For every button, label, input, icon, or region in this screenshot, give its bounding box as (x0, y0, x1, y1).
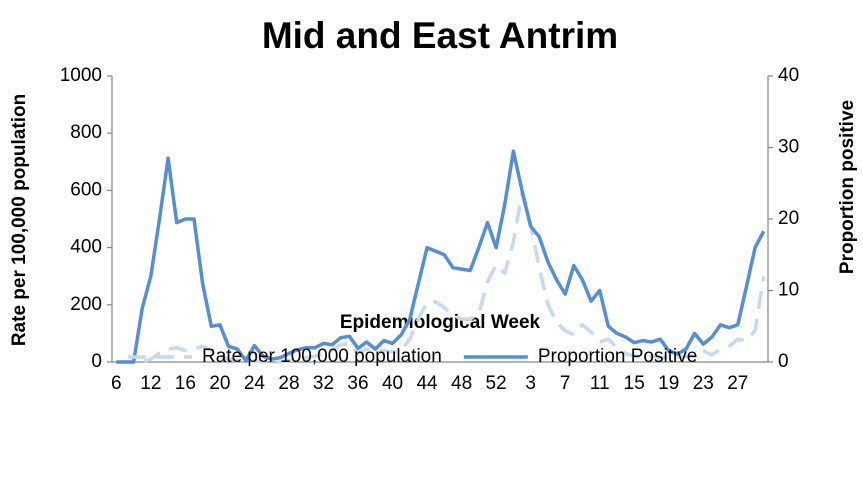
x-tick-label: 11 (590, 373, 610, 394)
x-tick-label: 3 (525, 373, 536, 394)
y-tick-label: 600 (70, 179, 102, 200)
x-tick-label: 12 (140, 373, 161, 394)
x-tick-label: 40 (382, 373, 403, 394)
y2-tick-label: 40 (778, 65, 799, 86)
y2-tick-label: 10 (778, 280, 799, 301)
x-tick-label: 36 (347, 373, 368, 394)
y-tick-label: 0 (91, 351, 102, 372)
chart-title: Mid and East Antrim (262, 15, 618, 56)
y2-axis-title: Proportion positive (837, 100, 858, 274)
x-tick-label: 28 (278, 373, 299, 394)
series-line (116, 191, 766, 364)
x-axis-title: Epidemiological Week (340, 312, 541, 333)
x-tick-label: 6 (111, 373, 122, 394)
x-tick-label: 32 (313, 373, 334, 394)
legend-label: Rate per 100,000 population (202, 346, 442, 367)
y-tick-label: 800 (70, 122, 102, 143)
x-tick-label: 19 (658, 373, 679, 394)
y2-tick-label: 0 (778, 351, 789, 372)
x-tick-label: 44 (416, 373, 438, 394)
x-tick-label: 48 (451, 373, 472, 394)
x-tick-label: 52 (486, 373, 507, 394)
legend-label: Proportion Positive (538, 346, 697, 367)
x-tick-label: 20 (209, 373, 230, 394)
y-tick-label: 400 (70, 237, 102, 258)
x-tick-label: 7 (560, 373, 571, 394)
y2-tick-label: 30 (778, 137, 799, 158)
y-axis-title: Rate per 100,000 population (9, 94, 30, 346)
y2-tick-label: 20 (778, 208, 799, 229)
x-tick-label: 16 (175, 373, 196, 394)
x-tick-label: 15 (624, 373, 645, 394)
series-line (116, 149, 766, 364)
y-tick-label: 1000 (60, 65, 102, 86)
x-tick-label: 24 (244, 373, 266, 394)
y-tick-label: 200 (70, 294, 102, 315)
x-tick-label: 23 (693, 373, 714, 394)
x-tick-label: 27 (727, 373, 748, 394)
